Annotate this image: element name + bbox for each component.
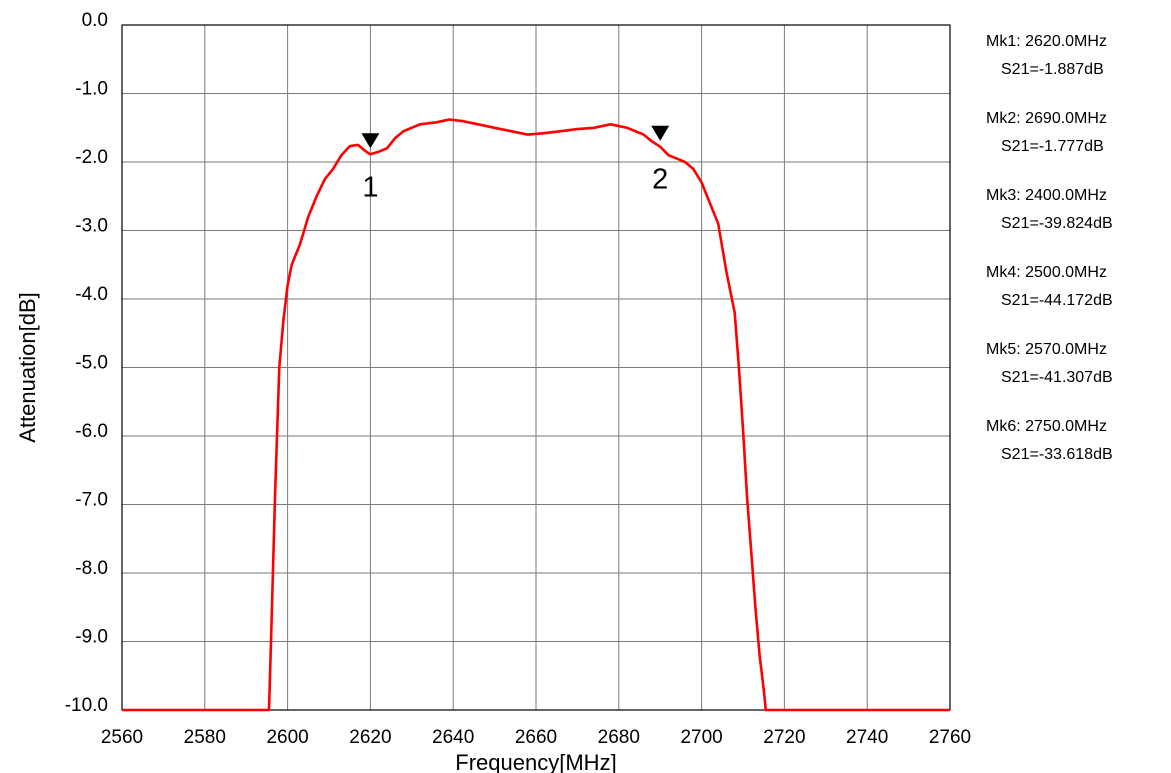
marker-readout-6: Mk6: 2750.0MHz S21=-33.618dB — [986, 413, 1171, 469]
y-tick-label: -3.0 — [75, 216, 108, 237]
marker-readout-frequency: Mk3: 2400.0MHz — [986, 187, 1107, 204]
y-tick-label: -5.0 — [75, 353, 108, 374]
marker-2-label: 2 — [652, 164, 668, 196]
marker-readout-frequency: Mk1: 2620.0MHz — [986, 33, 1107, 50]
y-tick-label: -2.0 — [75, 147, 108, 168]
grid — [121, 24, 951, 711]
x-tick-label: 2580 — [184, 727, 226, 748]
y-tick-label: 0.0 — [82, 10, 108, 31]
x-tick-label: 2740 — [846, 727, 888, 748]
plot-frame — [121, 24, 951, 711]
y-tick-label: -8.0 — [75, 558, 108, 579]
y-tick-label: -4.0 — [75, 284, 108, 305]
x-tick-label: 2600 — [266, 727, 308, 748]
y-axis-title: Attenuation[dB] — [15, 292, 40, 442]
x-tick-label: 2620 — [349, 727, 391, 748]
marker-readout-frequency: Mk5: 2570.0MHz — [986, 341, 1107, 358]
x-axis-ticks: 2560 2580 2600 2620 2640 2660 2680 2700 2720 2740… — [101, 727, 971, 748]
marker-readout-s21: S21=-44.172dB — [1001, 292, 1113, 309]
x-tick-label: 2660 — [515, 727, 557, 748]
s21-trace-line — [122, 118, 950, 712]
marker-readout-4: Mk4: 2500.0MHz S21=-44.172dB — [986, 259, 1171, 315]
y-axis-ticks: 0.0 -1.0 -2.0 -3.0 -4.0 -5.0 -6.0 -7.0 -8.0 -9.0 -… — [65, 10, 108, 716]
marker-readout-3: Mk3: 2400.0MHz S21=-39.824dB — [986, 182, 1171, 238]
marker-readout-s21: S21=-39.824dB — [1001, 215, 1113, 232]
marker-2-triangle — [651, 125, 670, 141]
y-tick-label: -7.0 — [75, 490, 108, 511]
marker-readout-frequency: Mk6: 2750.0MHz — [986, 418, 1107, 435]
marker-1-triangle — [361, 133, 380, 149]
marker-readout-2: Mk2: 2690.0MHz S21=-1.777dB — [986, 105, 1171, 161]
marker-readout-s21: S21=-1.777dB — [1001, 138, 1104, 155]
marker-readout-s21: S21=-41.307dB — [1001, 369, 1113, 386]
marker-readout-5: Mk5: 2570.0MHz S21=-41.307dB — [986, 336, 1171, 392]
x-tick-label: 2700 — [680, 727, 722, 748]
marker-readout-frequency: Mk2: 2690.0MHz — [986, 110, 1107, 127]
x-axis-title: Frequency[MHz] — [455, 750, 616, 773]
x-tick-label: 2680 — [598, 727, 640, 748]
marker-readout-s21: S21=-33.618dB — [1001, 446, 1113, 463]
x-tick-label: 2760 — [929, 727, 971, 748]
marker-1-label: 1 — [362, 171, 378, 203]
marker-readout-frequency: Mk4: 2500.0MHz — [986, 264, 1107, 281]
y-tick-label: -10.0 — [65, 695, 108, 716]
x-tick-label: 2640 — [432, 727, 474, 748]
marker-readout-1: Mk1: 2620.0MHz S21=-1.887dB — [986, 28, 1171, 84]
y-tick-label: -9.0 — [75, 627, 108, 648]
marker-readout-s21: S21=-1.887dB — [1001, 61, 1104, 78]
y-tick-label: -6.0 — [75, 421, 108, 442]
x-tick-label: 2720 — [763, 727, 805, 748]
x-tick-label: 2560 — [101, 727, 143, 748]
y-tick-label: -1.0 — [75, 79, 108, 100]
